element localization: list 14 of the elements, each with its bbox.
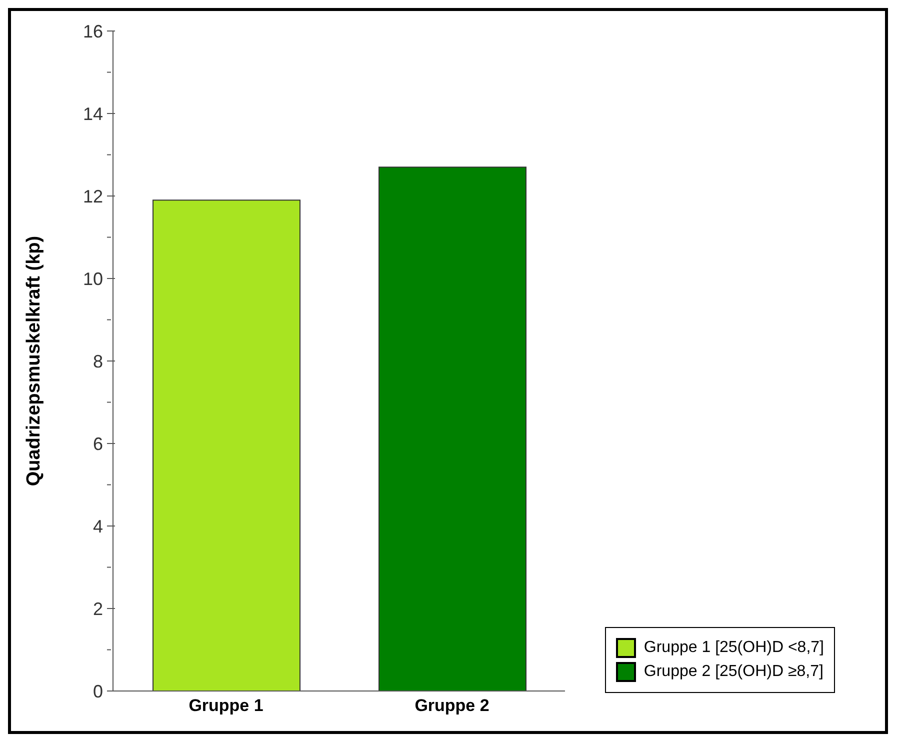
y-tick-label: 14 [82, 104, 103, 124]
y-tick-label: 0 [92, 681, 103, 702]
legend-label: Gruppe 2 [25(OH)D ≥8,7] [644, 663, 824, 681]
y-tick-label: 4 [92, 516, 103, 536]
x-tick-label: Gruppe 2 [414, 696, 490, 716]
y-tick-label: 12 [82, 186, 103, 206]
y-axis-title: Quadrizepsmuskelkraft (kp) [24, 236, 45, 486]
y-tick-label: 10 [82, 268, 103, 289]
y-tick-label: 8 [92, 351, 103, 372]
y-tick-label: 16 [82, 21, 103, 42]
y-tick-label: 6 [92, 434, 103, 454]
legend-label: Gruppe 1 [25(OH)D <8,7] [644, 639, 824, 657]
y-tick-label: 2 [92, 598, 103, 619]
x-tick-label: Gruppe 1 [188, 696, 264, 716]
